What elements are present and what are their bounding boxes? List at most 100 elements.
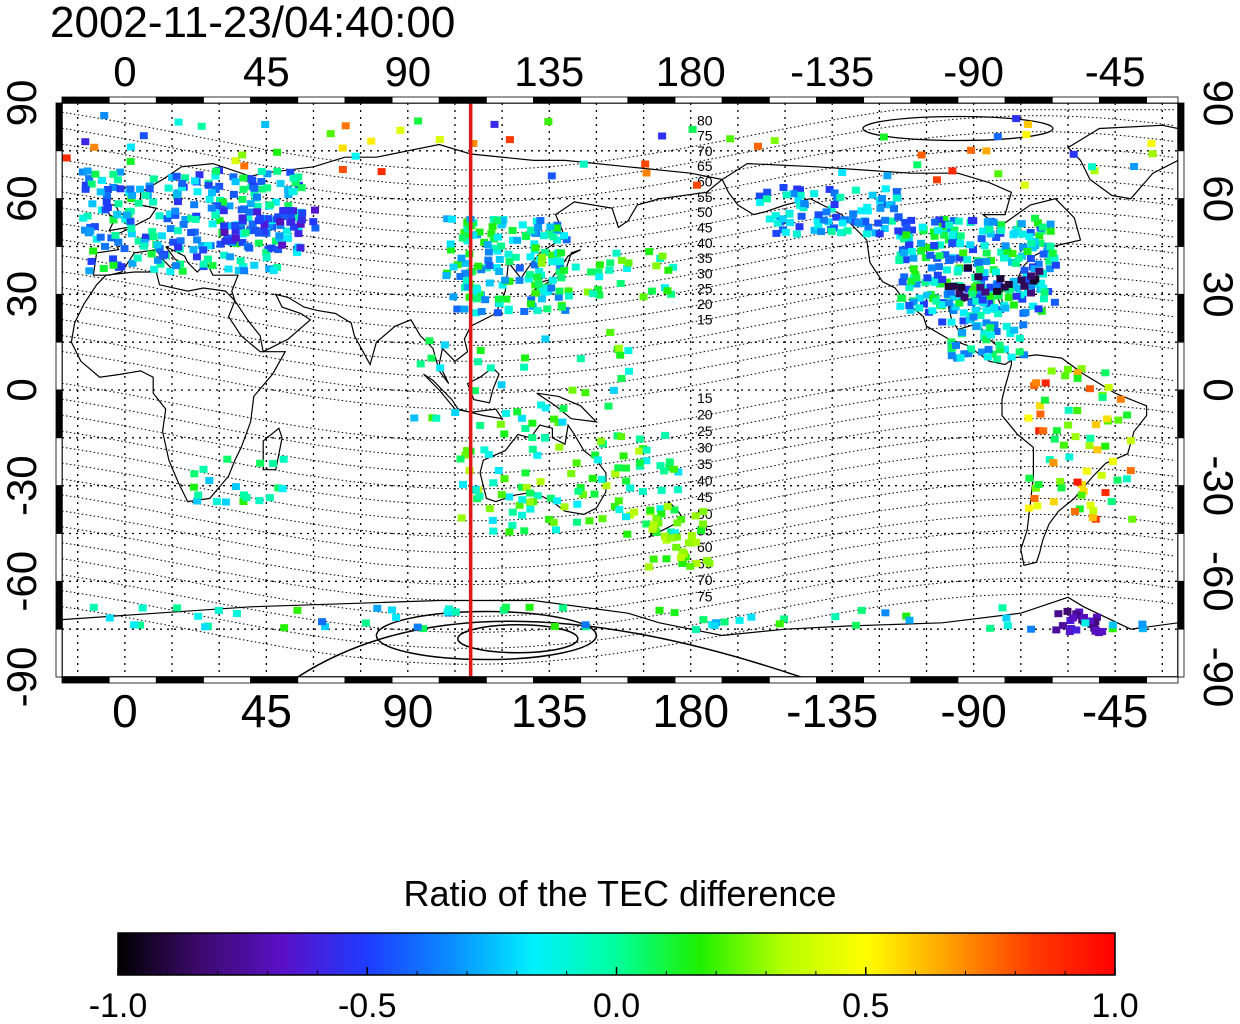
tec-pixel — [1024, 414, 1033, 422]
tec-pixel — [1020, 266, 1029, 274]
tec-pixel — [1023, 248, 1032, 255]
right-scale-segment — [1177, 341, 1185, 391]
tec-pixel — [982, 336, 991, 344]
tec-pixel — [1017, 276, 1026, 284]
tec-pixel — [257, 178, 266, 185]
tec-pixel — [238, 214, 247, 222]
tec-pixel — [257, 168, 266, 175]
magnetic-contour — [62, 242, 1175, 315]
tec-pixel — [982, 257, 991, 265]
tec-pixel — [528, 419, 537, 427]
top-longitude-tick-label: 45 — [243, 48, 290, 95]
tec-pixel — [660, 467, 669, 475]
tec-pixel — [134, 237, 143, 245]
magnetic-contour — [62, 577, 1175, 649]
tec-pixel — [1018, 230, 1027, 238]
tec-pixel — [556, 261, 565, 269]
tec-pixel — [1065, 453, 1074, 461]
tec-pixel — [822, 208, 831, 216]
tec-pixel — [819, 216, 828, 224]
tec-pixel — [559, 405, 568, 413]
tec-pixel — [1020, 282, 1029, 290]
tec-pixel — [555, 257, 564, 265]
tec-pixel — [967, 299, 976, 306]
tec-pixel — [622, 477, 631, 485]
tec-pixel — [440, 341, 449, 349]
coast-madagascar — [262, 427, 283, 471]
tec-pixel — [256, 459, 265, 467]
tec-pixel — [635, 435, 644, 443]
tec-pixel — [944, 225, 953, 233]
tec-pixel — [231, 222, 240, 230]
tec-pixel — [814, 211, 823, 219]
tec-pixel — [904, 236, 913, 244]
tec-pixel — [1012, 284, 1021, 292]
tec-pixel — [615, 506, 624, 514]
right-scale-segment — [1177, 198, 1185, 247]
tec-pixel — [338, 166, 347, 173]
tec-pixel — [969, 246, 977, 254]
tec-pixel — [595, 291, 604, 299]
tec-pixel — [576, 484, 585, 491]
tec-pixel — [508, 508, 517, 516]
tec-pixel — [220, 222, 229, 230]
tec-pixel — [673, 533, 681, 541]
contour-label: 40 — [697, 473, 713, 489]
tec-pixel — [128, 259, 137, 267]
tec-pixel — [996, 346, 1005, 354]
tec-pixel — [236, 257, 245, 265]
tec-pixel — [890, 205, 898, 213]
tec-pixel — [1091, 626, 1100, 634]
left-scale-segment — [55, 580, 63, 630]
tec-pixel — [126, 185, 135, 193]
tec-pixel — [435, 136, 444, 143]
tec-pixel — [864, 223, 873, 231]
tec-pixel — [190, 201, 199, 209]
tec-pixel — [830, 189, 839, 197]
top-scale-segment — [863, 96, 912, 104]
tec-pixel — [1046, 227, 1055, 235]
tec-pixel — [490, 120, 499, 128]
map-frame — [55, 96, 1185, 684]
tec-pixel — [520, 363, 529, 371]
tec-pixel — [982, 249, 991, 257]
tec-pixel — [883, 172, 892, 180]
tec-pixel — [907, 247, 916, 255]
tec-pixel — [1003, 247, 1012, 255]
tec-pixel — [526, 489, 534, 497]
contour-label: 30 — [697, 440, 713, 456]
tec-pixel — [1022, 131, 1031, 139]
tec-pixel — [1039, 250, 1048, 258]
tec-pixel — [1081, 619, 1090, 627]
tec-pixel — [1030, 495, 1039, 502]
tec-pixel — [996, 275, 1005, 283]
left-latitude-tick-label: -60 — [0, 551, 45, 612]
tec-pixel — [1025, 474, 1034, 482]
tec-pixel — [116, 168, 125, 176]
tec-pixel — [155, 212, 164, 220]
tec-pixel — [969, 217, 978, 225]
tec-pixel — [286, 207, 295, 215]
tec-pixel — [900, 273, 909, 281]
tec-pixel — [1030, 265, 1039, 273]
tec-pixel — [351, 152, 360, 160]
top-scale-segment — [438, 96, 487, 104]
tec-pixel — [1001, 242, 1010, 250]
tec-pixel — [876, 204, 885, 212]
tec-pixel — [475, 228, 484, 236]
tec-pixel — [956, 354, 965, 362]
tec-pixel — [260, 220, 269, 228]
tec-pixel — [521, 469, 530, 477]
magnetic-contour — [62, 210, 1175, 283]
tec-pixel — [283, 227, 291, 235]
tec-pixel — [1077, 480, 1086, 488]
tec-pixel — [917, 239, 926, 247]
tec-pixel — [114, 200, 123, 208]
tec-pixel — [103, 192, 111, 199]
tec-pixel — [901, 256, 910, 264]
tec-pixel — [232, 610, 241, 617]
tec-pixel — [555, 443, 564, 451]
tec-pixel — [925, 244, 934, 251]
tec-pixel — [472, 309, 481, 317]
tec-pixel — [974, 273, 983, 281]
